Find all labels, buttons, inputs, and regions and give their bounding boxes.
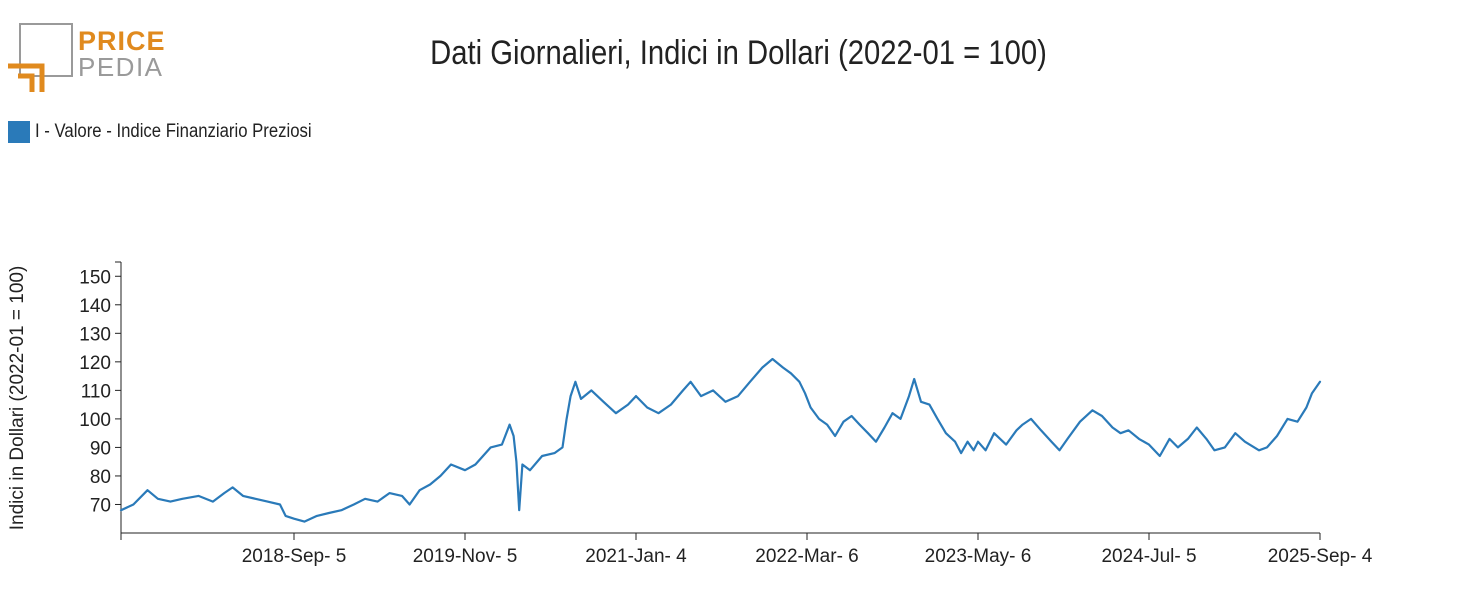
y-tick-label: 100 xyxy=(79,410,111,431)
series-layer xyxy=(119,357,1322,523)
y-axis-label: Indici in Dollari (2022-01 = 100) xyxy=(7,266,28,531)
x-tick-label: 2025-Sep- 4 xyxy=(1268,546,1373,567)
y-tick-label: 90 xyxy=(90,438,111,459)
x-tick-label: 2021-Jan- 4 xyxy=(585,546,687,567)
x-tick-label: 2019-Nov- 5 xyxy=(413,546,518,567)
legend[interactable]: I - Valore - Indice Finanziario Preziosi xyxy=(8,121,349,143)
series-line xyxy=(119,357,1322,523)
y-tick-label: 150 xyxy=(79,267,111,288)
legend-label: I - Valore - Indice Finanziario Preziosi xyxy=(35,121,312,142)
pricepedia-logo: PRICE PEDIA xyxy=(6,22,166,94)
y-tick-label: 130 xyxy=(79,324,111,345)
logo-pedia-text: PEDIA xyxy=(78,52,164,82)
x-tick-label: 2024-Jul- 5 xyxy=(1101,546,1196,567)
y-tick-label: 80 xyxy=(90,467,111,488)
logo-price-text: PRICE xyxy=(78,26,166,56)
x-tick-label: 2018-Sep- 5 xyxy=(242,546,347,567)
y-tick-label: 140 xyxy=(79,296,111,317)
x-axis: 2018-Sep- 5 2019-Nov- 5 2021-Jan- 4 2022-Ma… xyxy=(120,532,1373,567)
y-axis: 70 80 90 100 110 120 130 140 150 xyxy=(79,261,122,533)
legend-swatch xyxy=(8,121,30,143)
x-tick-label: 2023-May- 6 xyxy=(925,546,1032,567)
y-tick-label: 110 xyxy=(81,381,111,402)
logo-mark-icon xyxy=(8,23,73,92)
y-tick-label: 120 xyxy=(79,353,111,374)
x-tick-label: 2022-Mar- 6 xyxy=(755,546,859,567)
y-tick-label: 70 xyxy=(90,495,111,516)
chart-title: Dati Giornalieri, Indici in Dollari (202… xyxy=(430,34,1047,72)
